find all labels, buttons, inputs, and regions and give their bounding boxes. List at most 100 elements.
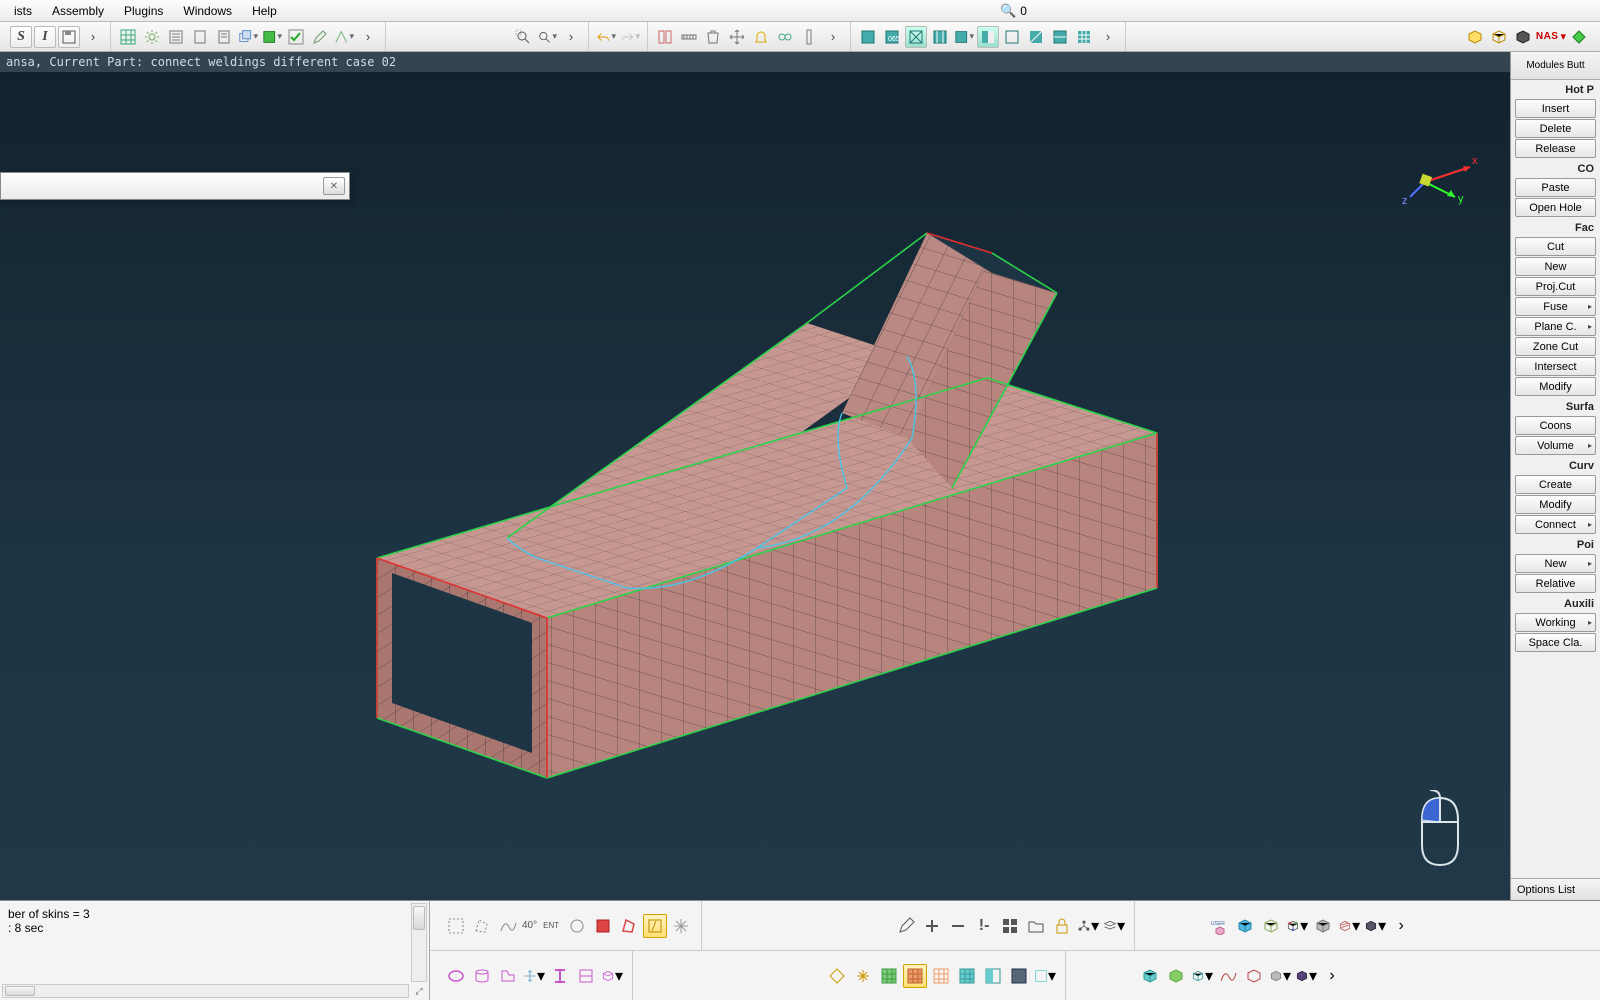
side-button[interactable]: Open Hole bbox=[1515, 198, 1596, 217]
ellipse-icon[interactable] bbox=[444, 964, 468, 988]
exclaim-icon[interactable]: !- bbox=[972, 914, 996, 938]
side-button[interactable]: New▸ bbox=[1515, 554, 1596, 573]
select-poly-icon[interactable] bbox=[470, 914, 494, 938]
link-icon[interactable] bbox=[774, 26, 796, 48]
minus-icon[interactable] bbox=[946, 914, 970, 938]
chevron-right-icon[interactable]: › bbox=[822, 26, 844, 48]
chevron-right-icon[interactable]: › bbox=[357, 26, 379, 48]
volume-icon[interactable]: ▾ bbox=[600, 964, 624, 988]
view3-icon[interactable] bbox=[905, 26, 927, 48]
side-button[interactable]: Connect▸ bbox=[1515, 515, 1596, 534]
expand-icon[interactable]: ⤢ bbox=[411, 984, 427, 998]
side-button[interactable]: Volume▸ bbox=[1515, 436, 1596, 455]
bell-icon[interactable] bbox=[750, 26, 772, 48]
menu-item[interactable]: Windows bbox=[173, 2, 242, 20]
doc2-icon[interactable] bbox=[213, 26, 235, 48]
mesh-orange-icon[interactable] bbox=[903, 964, 927, 988]
curve-red-icon[interactable] bbox=[1216, 964, 1240, 988]
pen-icon[interactable] bbox=[894, 914, 918, 938]
cube-multi-icon[interactable]: ▾ bbox=[1285, 914, 1309, 938]
cube-teal-icon[interactable] bbox=[1138, 964, 1162, 988]
modules-tab[interactable]: Modules Butt bbox=[1511, 52, 1600, 80]
ruler-icon[interactable] bbox=[798, 26, 820, 48]
redo-icon[interactable]: ▾ bbox=[619, 26, 641, 48]
side-button[interactable]: Release bbox=[1515, 139, 1596, 158]
section-icon[interactable] bbox=[574, 964, 598, 988]
angle-icon[interactable]: ▾ bbox=[333, 26, 355, 48]
mesh-green-icon[interactable] bbox=[877, 964, 901, 988]
chevron-right-icon[interactable]: › bbox=[1320, 964, 1344, 988]
diamond-yellow-icon[interactable] bbox=[825, 964, 849, 988]
align-icon[interactable] bbox=[654, 26, 676, 48]
side-button[interactable]: Delete bbox=[1515, 119, 1596, 138]
cube-dark-icon[interactable]: ▾ bbox=[1363, 914, 1387, 938]
chevron-right-icon[interactable]: › bbox=[1389, 914, 1413, 938]
bold-s-icon[interactable]: S bbox=[10, 26, 32, 48]
list-icon[interactable] bbox=[165, 26, 187, 48]
network-icon[interactable]: ▾ bbox=[1076, 914, 1100, 938]
message-log[interactable]: ber of skins = 3 : 8 sec ⤢ bbox=[0, 901, 430, 1000]
side-button[interactable]: Proj.Cut bbox=[1515, 277, 1596, 296]
side-button[interactable]: Plane C.▸ bbox=[1515, 317, 1596, 336]
menu-item[interactable]: Assembly bbox=[42, 2, 114, 20]
cylinder-icon[interactable] bbox=[470, 964, 494, 988]
side-button[interactable]: Cut bbox=[1515, 237, 1596, 256]
move-cross-icon[interactable]: ▾ bbox=[522, 964, 546, 988]
layers-icon[interactable]: ▾ bbox=[1102, 914, 1126, 938]
lock-icon[interactable] bbox=[1050, 914, 1074, 938]
cube-wire-icon[interactable] bbox=[1259, 914, 1283, 938]
grid4-icon[interactable] bbox=[998, 914, 1022, 938]
check-icon[interactable] bbox=[285, 26, 307, 48]
cube-grey-icon[interactable] bbox=[1311, 914, 1335, 938]
box-dark-icon[interactable] bbox=[1512, 26, 1534, 48]
scrollbar-vertical[interactable] bbox=[411, 903, 427, 982]
cube-grey2-icon[interactable]: ▾ bbox=[1268, 964, 1292, 988]
shape-icon[interactable] bbox=[496, 964, 520, 988]
view9-icon[interactable] bbox=[1049, 26, 1071, 48]
deck-label[interactable]: NAS bbox=[1536, 31, 1559, 42]
side-button[interactable]: Zone Cut bbox=[1515, 337, 1596, 356]
italic-i-icon[interactable]: I bbox=[34, 26, 56, 48]
chevron-right-icon[interactable]: › bbox=[560, 26, 582, 48]
mesh-dark-icon[interactable] bbox=[1007, 964, 1031, 988]
red-box-icon[interactable] bbox=[591, 914, 615, 938]
side-button[interactable]: Modify bbox=[1515, 377, 1596, 396]
side-button[interactable]: Modify bbox=[1515, 495, 1596, 514]
circle-icon[interactable] bbox=[565, 914, 589, 938]
viewport-3d[interactable]: ansa, Current Part: connect weldings dif… bbox=[0, 52, 1510, 900]
mesh-teal-icon[interactable] bbox=[955, 964, 979, 988]
side-button[interactable]: New bbox=[1515, 257, 1596, 276]
mesh-wire-icon[interactable] bbox=[929, 964, 953, 988]
side-button[interactable]: Intersect bbox=[1515, 357, 1596, 376]
view10-icon[interactable] bbox=[1073, 26, 1095, 48]
ent-icon[interactable]: ENT bbox=[539, 914, 563, 938]
cube-green2-icon[interactable] bbox=[1164, 964, 1188, 988]
side-button[interactable]: Fuse▸ bbox=[1515, 297, 1596, 316]
scrollbar-horizontal[interactable] bbox=[2, 984, 409, 998]
search-box[interactable]: 🔍 0 bbox=[1000, 2, 1027, 20]
side-button[interactable]: Paste bbox=[1515, 178, 1596, 197]
green-box-icon[interactable]: ▾ bbox=[261, 26, 283, 48]
cube-outline2-icon[interactable]: ▾ bbox=[1190, 964, 1214, 988]
side-button[interactable]: Create bbox=[1515, 475, 1596, 494]
box-yellow-icon[interactable] bbox=[1464, 26, 1486, 48]
menu-item[interactable]: ists bbox=[4, 2, 42, 20]
side-button[interactable]: Space Cla. bbox=[1515, 633, 1596, 652]
folder-icon[interactable] bbox=[1024, 914, 1048, 938]
doc-icon[interactable] bbox=[189, 26, 211, 48]
trash-icon[interactable] bbox=[702, 26, 724, 48]
sparkle-icon[interactable] bbox=[851, 964, 875, 988]
view7-icon[interactable] bbox=[1001, 26, 1023, 48]
zoom-icon[interactable]: ▾ bbox=[536, 26, 558, 48]
menu-item[interactable]: Help bbox=[242, 2, 287, 20]
select-rect-icon[interactable] bbox=[444, 914, 468, 938]
cube-purple-icon[interactable]: ▾ bbox=[1294, 964, 1318, 988]
cube-hatch-icon[interactable]: ▾ bbox=[1337, 914, 1361, 938]
cube-red-icon[interactable] bbox=[1242, 964, 1266, 988]
red-outline-icon[interactable] bbox=[617, 914, 641, 938]
side-button[interactable]: Relative bbox=[1515, 574, 1596, 593]
side-button[interactable]: Coons bbox=[1515, 416, 1596, 435]
view5-icon[interactable]: ▾ bbox=[953, 26, 975, 48]
grid-icon[interactable] bbox=[117, 26, 139, 48]
pencil-icon[interactable] bbox=[309, 26, 331, 48]
